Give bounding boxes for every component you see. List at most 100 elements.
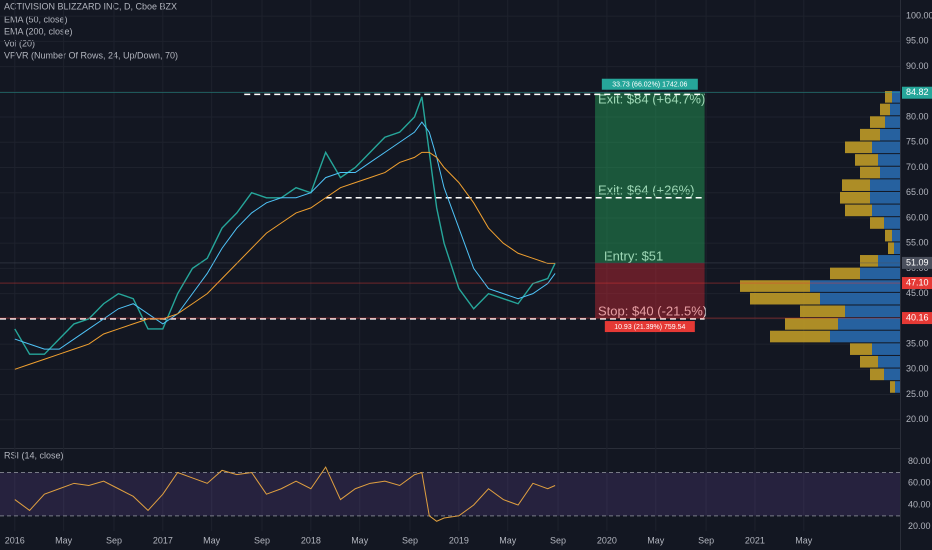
vpvr-up	[872, 343, 900, 355]
vpvr-up	[878, 154, 900, 166]
vpvr-down	[750, 292, 820, 305]
vpvr-down	[830, 267, 860, 280]
x-tick-label: Sep	[698, 535, 714, 545]
indicator-label: EMA (50, close)	[4, 14, 68, 24]
vpvr-up	[878, 255, 900, 267]
x-tick-label: 2021	[745, 535, 765, 545]
x-tick-label: May	[203, 535, 221, 545]
price-tag: 51.09	[906, 257, 929, 267]
annotation: Entry: $51	[604, 248, 663, 263]
vpvr-up	[860, 267, 900, 280]
vpvr-down	[855, 154, 878, 166]
vpvr-down	[890, 381, 895, 393]
stop-zone	[595, 262, 705, 319]
indicator-label: EMA (200, close)	[4, 26, 73, 36]
ema-line	[14, 121, 556, 350]
vpvr-up	[870, 179, 900, 191]
price-tag: 40.16	[906, 312, 929, 322]
vpvr-down	[885, 229, 892, 242]
y-tick-label: 80.00	[906, 111, 929, 121]
vpvr-up	[878, 355, 900, 368]
vpvr-up	[884, 217, 900, 229]
x-tick-label: 2016	[5, 535, 25, 545]
price-tag: 47.10	[906, 277, 929, 287]
rsi-tick-label: 80.00	[908, 456, 931, 466]
rsi-pane-border	[0, 448, 900, 449]
price-tag-bg	[902, 277, 932, 290]
vpvr-up	[872, 204, 900, 217]
price-line	[14, 96, 556, 355]
price-axis-border	[900, 0, 901, 550]
price-tag: 84.82	[906, 87, 929, 97]
indicator-label: VPVR (Number Of Rows, 24, Up/Down, 70)	[4, 50, 178, 60]
x-tick-label: Sep	[550, 535, 566, 545]
vpvr-up	[810, 280, 900, 292]
vpvr-down	[845, 141, 872, 154]
y-tick-label: 30.00	[906, 364, 929, 374]
rsi-tick-label: 60.00	[908, 478, 931, 488]
vpvr-up	[892, 229, 900, 242]
vpvr-up	[895, 381, 900, 393]
annotation: Stop: $40 (-21.5%)	[598, 303, 707, 318]
vpvr-down	[785, 318, 838, 330]
vpvr-down	[860, 128, 880, 141]
y-tick-label: 25.00	[906, 389, 929, 399]
vpvr-down	[860, 255, 878, 267]
x-tick-label: 2017	[153, 535, 173, 545]
price-tag-bg	[902, 256, 932, 269]
vpvr-down	[800, 305, 845, 318]
vpvr-up	[880, 128, 900, 141]
vpvr-up	[820, 292, 900, 305]
y-tick-label: 35.00	[906, 338, 929, 348]
vpvr-down	[842, 179, 870, 191]
price-tag-bg	[902, 86, 932, 99]
rsi-line	[14, 466, 556, 522]
vpvr-up	[894, 242, 900, 255]
vpvr-down	[850, 343, 872, 355]
x-tick-label: May	[795, 535, 813, 545]
vpvr-down	[888, 242, 894, 255]
target-label: 33.73 (66.02%) 1742.06	[612, 82, 687, 89]
x-tick-label: Sep	[402, 535, 418, 545]
vpvr-down	[870, 116, 885, 128]
x-tick-label: Sep	[106, 535, 122, 545]
vpvr-up	[892, 91, 900, 103]
x-tick-label: 2018	[301, 535, 321, 545]
vpvr-up	[890, 103, 900, 116]
vpvr-down	[870, 368, 884, 381]
x-tick-label: Sep	[254, 535, 270, 545]
ema-line	[14, 151, 556, 370]
vpvr-up	[884, 368, 900, 381]
y-tick-label: 55.00	[906, 238, 929, 248]
vpvr-down	[880, 103, 890, 116]
vpvr-up	[870, 191, 900, 204]
target-zone	[595, 92, 705, 263]
vpvr-down	[870, 217, 884, 229]
y-tick-label: 70.00	[906, 162, 929, 172]
x-tick-label: May	[499, 535, 517, 545]
y-tick-label: 75.00	[906, 137, 929, 147]
vpvr-up	[872, 141, 900, 154]
chart-title: ACTIVISION BLIZZARD INC, D, Cboe BZX	[4, 1, 177, 11]
vpvr-down	[885, 91, 892, 103]
price-tag-bg	[902, 312, 932, 325]
y-tick-label: 95.00	[906, 36, 929, 46]
y-tick-label: 65.00	[906, 187, 929, 197]
stop-label: 10.93 (21.39%) 759.54	[614, 324, 685, 331]
target-label-bg	[601, 78, 698, 90]
rsi-tick-label: 40.00	[908, 499, 931, 509]
vpvr-up	[830, 330, 900, 343]
vpvr-up	[838, 318, 900, 330]
rsi-title: RSI (14, close)	[4, 450, 64, 460]
indicator-label: Vol (20)	[4, 38, 35, 48]
y-tick-label: 90.00	[906, 61, 929, 71]
vpvr-up	[885, 116, 900, 128]
vpvr-down	[740, 280, 810, 292]
rsi-band	[0, 472, 900, 516]
vpvr-down	[840, 191, 870, 204]
stop-label-bg	[604, 321, 695, 333]
y-tick-label: 100.00	[906, 11, 932, 21]
annotation: Exit: $64 (+26%)	[598, 182, 694, 197]
vpvr-down	[860, 166, 880, 179]
